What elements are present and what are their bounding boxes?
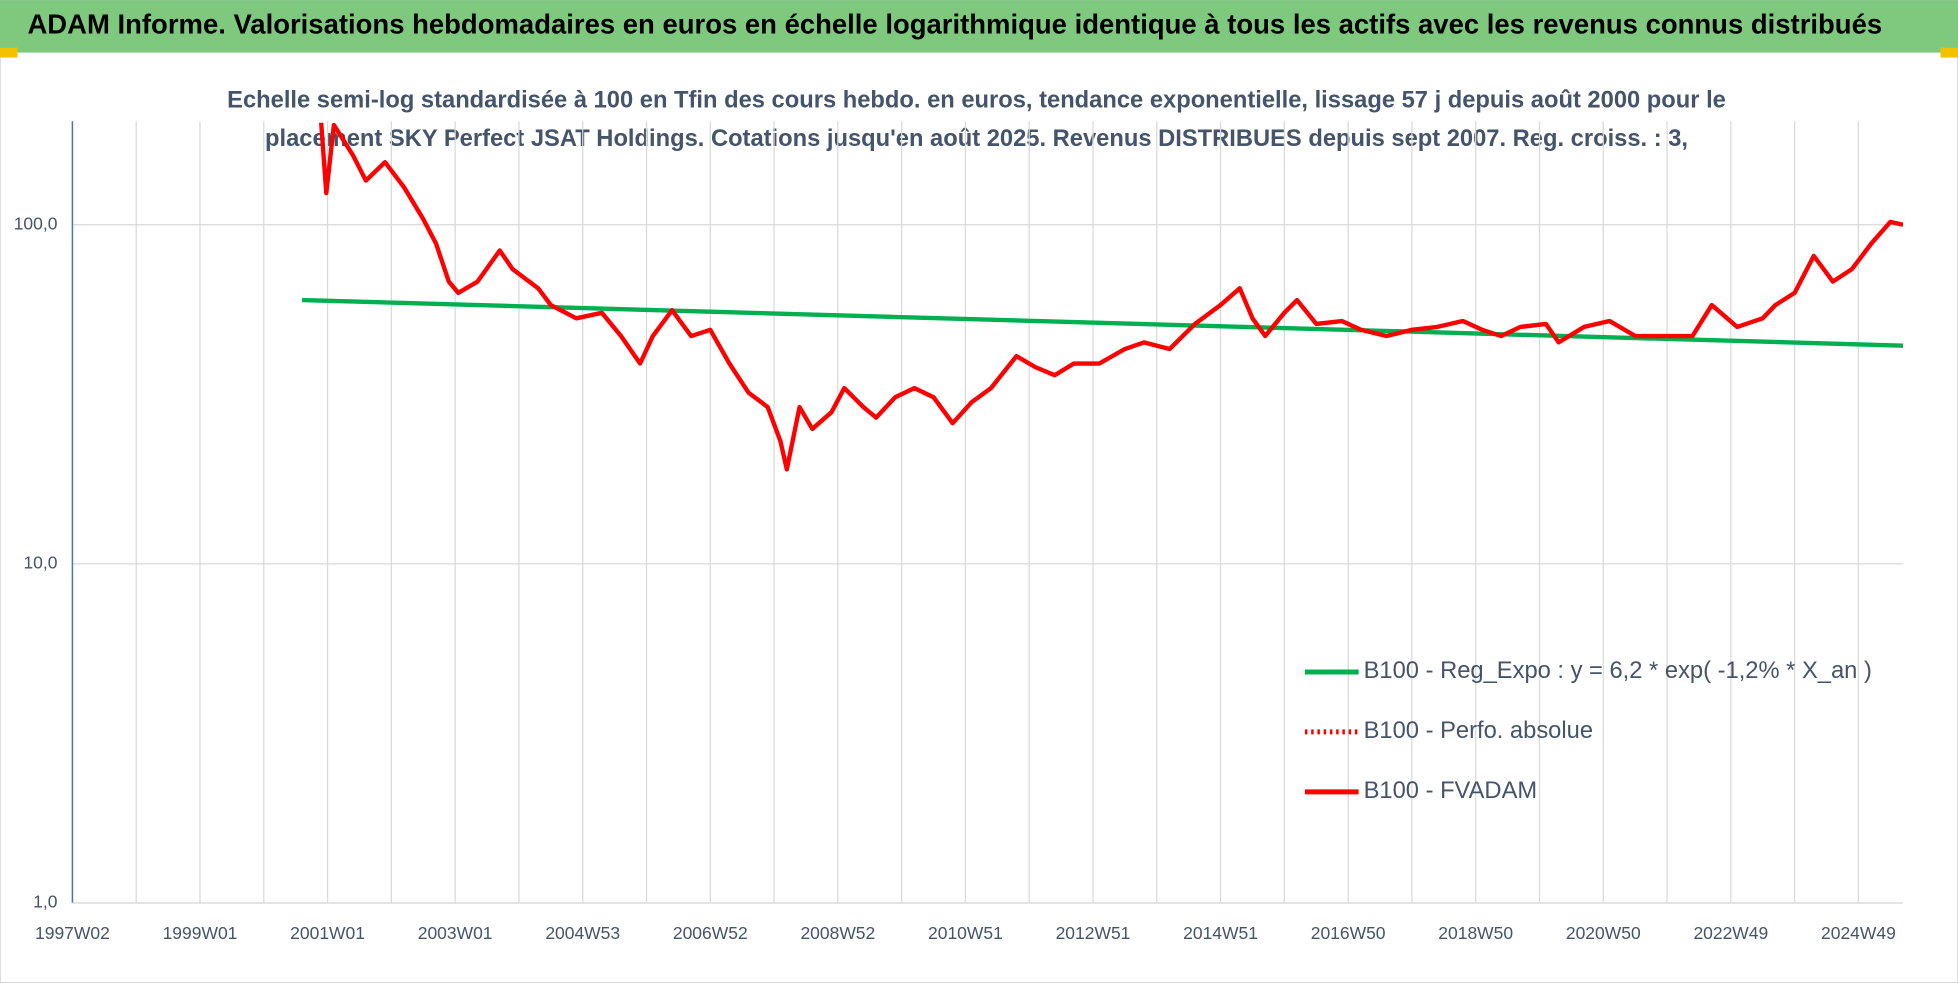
x-tick-label: 1997W02	[35, 923, 110, 943]
corner-mark	[0, 47, 18, 58]
x-tick-label: 2012W51	[1056, 923, 1131, 943]
axes: 1,0 10,0 100,0 1997W02 1999W01 2001W01 2003W01…	[14, 121, 1904, 943]
chart-subtitle: placement SKY Perfect JSAT Holdings. Cot…	[265, 126, 1688, 152]
x-tick-label: 2010W51	[928, 923, 1003, 943]
x-tick-label: 2001W01	[290, 923, 365, 943]
legend-label: B100 - FVADAM	[1364, 778, 1538, 804]
corner-mark	[1940, 47, 1958, 58]
legend-label: B100 - Reg_Expo : y = 6,2 * exp( -1,2% *…	[1364, 658, 1872, 684]
x-tick-label: 2006W52	[673, 923, 748, 943]
legend-label: B100 - Perfo. absolue	[1364, 718, 1593, 744]
x-tick-label: 2008W52	[800, 923, 875, 943]
plot-area	[302, 122, 1904, 472]
x-tick-label: 2018W50	[1438, 923, 1513, 943]
x-tick-label: 2020W50	[1566, 923, 1641, 943]
grid	[71, 121, 1904, 904]
x-tick-label: 2014W51	[1183, 923, 1258, 943]
x-tick-label: 2016W50	[1311, 923, 1386, 943]
x-tick-label: 2004W53	[545, 923, 620, 943]
x-tick-label: 2022W49	[1693, 923, 1768, 943]
y-tick-label: 100,0	[14, 213, 58, 233]
chart-title: ADAM Informe. Valorisations hebdomadaire…	[27, 9, 1882, 40]
x-tick-label: 1999W01	[163, 923, 238, 943]
title-band	[0, 0, 1958, 53]
series-line	[318, 122, 1904, 472]
y-tick-label: 1,0	[33, 892, 58, 912]
y-tick-label: 10,0	[23, 552, 57, 572]
x-tick-label: 2003W01	[418, 923, 493, 943]
chart-subtitle: Echelle semi-log standardisée à 100 en T…	[227, 88, 1726, 114]
x-tick-label: 2024W49	[1821, 923, 1896, 943]
